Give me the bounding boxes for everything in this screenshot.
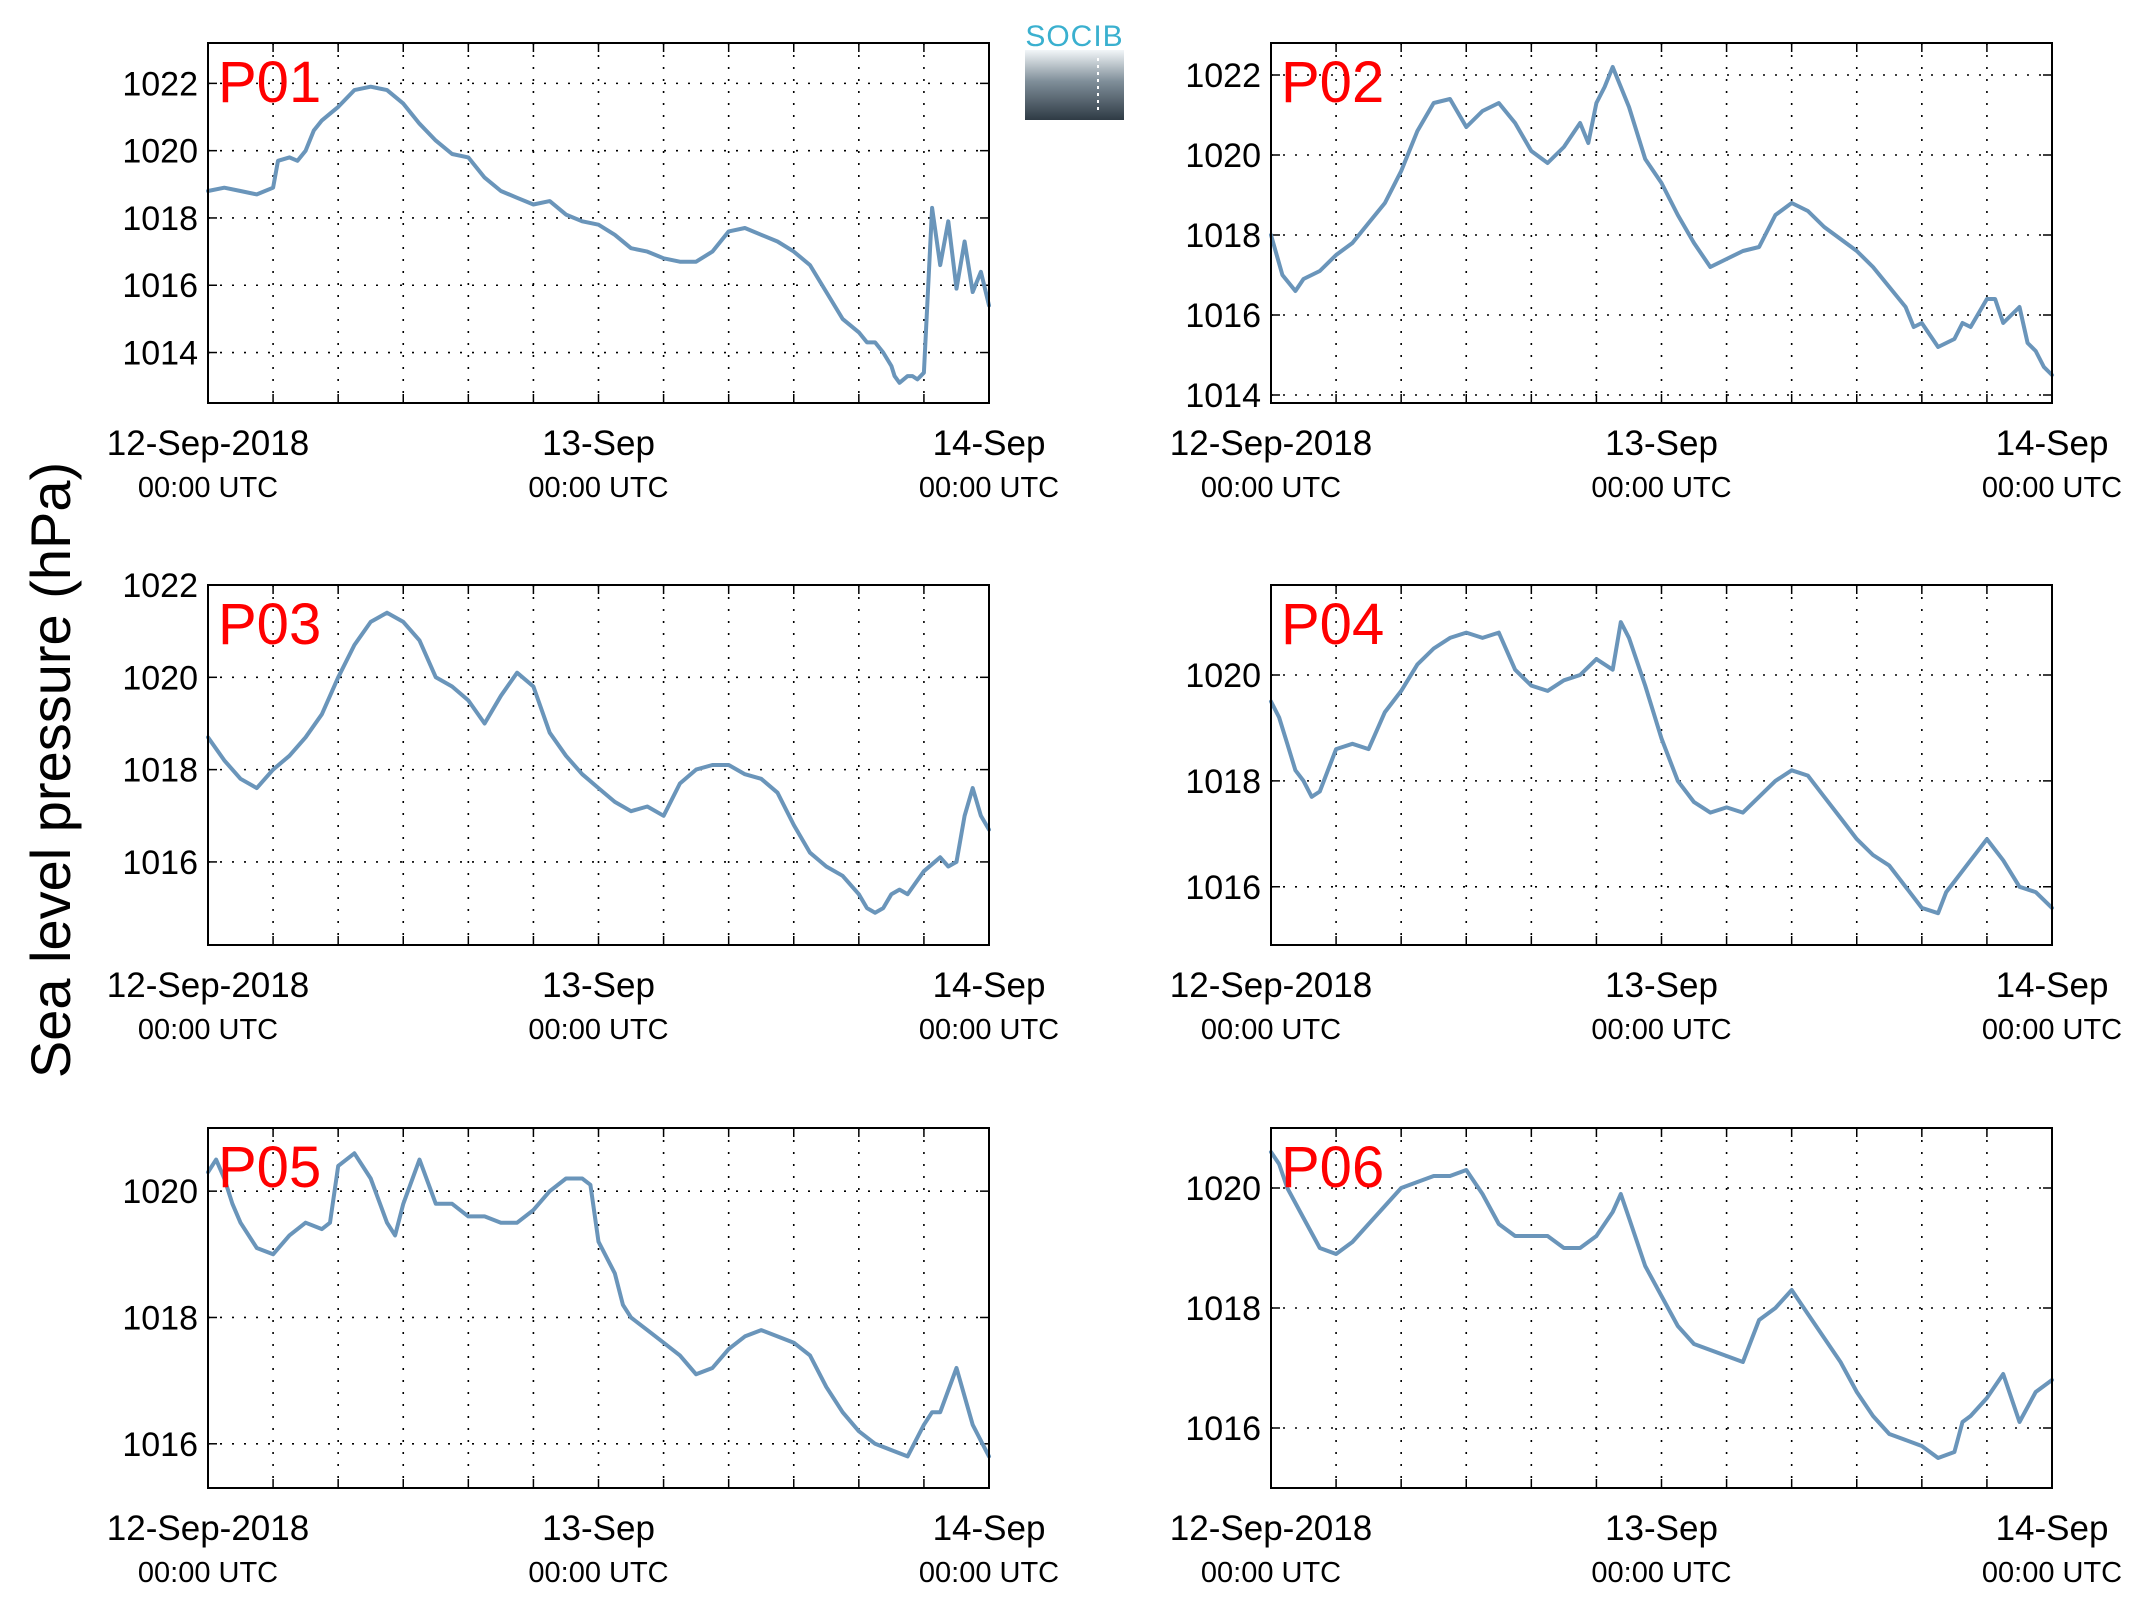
panel-label: P02	[1281, 50, 1384, 115]
y-tick-label: 1016	[1185, 1410, 1261, 1448]
x-tick-time-label: 00:00 UTC	[1201, 472, 1341, 504]
y-tick-label: 1016	[122, 844, 198, 882]
y-tick-label: 1020	[122, 1173, 198, 1211]
x-tick-date-label: 14-Sep	[933, 1509, 1046, 1548]
chart-panel-5: 1016 1018 1020 12-Sep-2018 00:00 UTC 13-Sep 00…	[107, 1127, 1059, 1589]
chart-panel-4: 1016 1018 1020 12-Sep-2018 00:00 UTC 13-Sep 00…	[1170, 584, 2122, 1046]
chart-panel-6: 1016 1018 1020 12-Sep-2018 00:00 UTC 13-Sep 00…	[1170, 1127, 2122, 1589]
x-tick-date-label: 12-Sep-2018	[107, 424, 309, 463]
x-tick-time-label: 00:00 UTC	[138, 472, 278, 504]
x-tick-date-label: 13-Sep	[542, 424, 655, 463]
panel-label: P06	[1281, 1135, 1384, 1200]
x-tick-date-label: 14-Sep	[1996, 424, 2109, 463]
axes-frame	[1270, 1127, 2053, 1489]
y-tick-label: 1016	[1185, 297, 1261, 335]
pressure-series-line	[206, 610, 991, 915]
chart-panel-3: 1016 1018 1020 1022 12-Sep-2018 00:00 UTC 13-S…	[107, 567, 1059, 1046]
logo-text: SOCIB	[1025, 20, 1123, 53]
x-tick-date-label: 14-Sep	[1996, 1509, 2109, 1548]
x-tick-date-label: 13-Sep	[1605, 424, 1718, 463]
x-tick-date-label: 12-Sep-2018	[1170, 1509, 1372, 1548]
x-tick-time-label: 00:00 UTC	[1982, 1557, 2122, 1589]
y-tick-label: 1020	[122, 659, 198, 697]
x-tick-date-label: 13-Sep	[542, 966, 655, 1005]
x-tick-time-label: 00:00 UTC	[919, 472, 1059, 504]
chart-panel-2: 1014 1016 1018 1020 1022 12-Sep-2018 00:00 UTC…	[1170, 42, 2122, 504]
x-tick-time-label: 00:00 UTC	[1591, 1014, 1731, 1046]
y-tick-label: 1018	[122, 752, 198, 790]
chart-panel-1: 1014 1016 1018 1020 1022 12-Sep-2018 00:00 UTC…	[107, 42, 1059, 504]
pressure-series-line	[1269, 65, 2054, 377]
x-tick-time-label: 00:00 UTC	[1591, 472, 1731, 504]
y-tick-label: 1020	[1185, 137, 1261, 175]
x-tick-time-label: 00:00 UTC	[1201, 1014, 1341, 1046]
axes-frame	[1270, 42, 2053, 404]
y-tick-label: 1018	[1185, 763, 1261, 801]
x-tick-time-label: 00:00 UTC	[528, 472, 668, 504]
x-tick-time-label: 00:00 UTC	[919, 1014, 1059, 1046]
panel-label: P03	[218, 592, 321, 657]
y-tick-label: 1022	[1185, 57, 1261, 95]
y-tick-label: 1020	[1185, 657, 1261, 695]
y-tick-label: 1014	[122, 335, 198, 373]
chart-panels: 1014 1016 1018 1020 1022 12-Sep-2018 00:00 UTC…	[107, 42, 2122, 1589]
pressure-series-line	[1269, 1150, 2054, 1460]
y-tick-label: 1014	[1185, 377, 1261, 415]
x-tick-time-label: 00:00 UTC	[528, 1557, 668, 1589]
panel-label: P01	[218, 50, 321, 115]
logo-background	[1025, 50, 1124, 120]
y-tick-label: 1016	[1185, 869, 1261, 907]
x-tick-date-label: 12-Sep-2018	[107, 966, 309, 1005]
x-tick-time-label: 00:00 UTC	[1201, 1557, 1341, 1589]
y-tick-label: 1018	[122, 1299, 198, 1337]
y-tick-label: 1022	[122, 65, 198, 103]
y-tick-label: 1016	[122, 1426, 198, 1464]
axes-frame	[207, 1127, 990, 1489]
x-tick-date-label: 14-Sep	[933, 424, 1046, 463]
x-tick-time-label: 00:00 UTC	[919, 1557, 1059, 1589]
x-tick-date-label: 14-Sep	[933, 966, 1046, 1005]
pressure-series-line	[1269, 620, 2054, 916]
x-tick-time-label: 00:00 UTC	[1982, 472, 2122, 504]
y-tick-label: 1020	[122, 133, 198, 171]
x-tick-time-label: 00:00 UTC	[138, 1557, 278, 1589]
x-tick-date-label: 12-Sep-2018	[1170, 424, 1372, 463]
panel-label: P05	[218, 1135, 321, 1200]
y-axis-label: Sea level pressure (hPa)	[19, 462, 82, 1078]
y-tick-label: 1018	[122, 200, 198, 238]
axes-frame	[1270, 584, 2053, 946]
x-tick-date-label: 13-Sep	[542, 1509, 655, 1548]
y-tick-label: 1016	[122, 267, 198, 305]
panel-label: P04	[1281, 592, 1384, 657]
socib-logo: SOCIB	[1025, 20, 1124, 120]
pressure-series-line	[206, 1151, 991, 1459]
y-tick-label: 1018	[1185, 1290, 1261, 1328]
axes-frame	[207, 584, 990, 946]
x-tick-date-label: 13-Sep	[1605, 966, 1718, 1005]
x-tick-time-label: 00:00 UTC	[528, 1014, 668, 1046]
x-tick-time-label: 00:00 UTC	[1591, 1557, 1731, 1589]
x-tick-time-label: 00:00 UTC	[1982, 1014, 2122, 1046]
pressure-series-line	[206, 84, 991, 385]
y-tick-label: 1022	[122, 567, 198, 605]
x-tick-date-label: 13-Sep	[1605, 1509, 1718, 1548]
x-tick-date-label: 14-Sep	[1996, 966, 2109, 1005]
x-tick-date-label: 12-Sep-2018	[107, 1509, 309, 1548]
y-tick-label: 1020	[1185, 1170, 1261, 1208]
x-tick-time-label: 00:00 UTC	[138, 1014, 278, 1046]
y-tick-label: 1018	[1185, 217, 1261, 255]
x-tick-date-label: 12-Sep-2018	[1170, 966, 1372, 1005]
axes-frame	[207, 42, 990, 404]
